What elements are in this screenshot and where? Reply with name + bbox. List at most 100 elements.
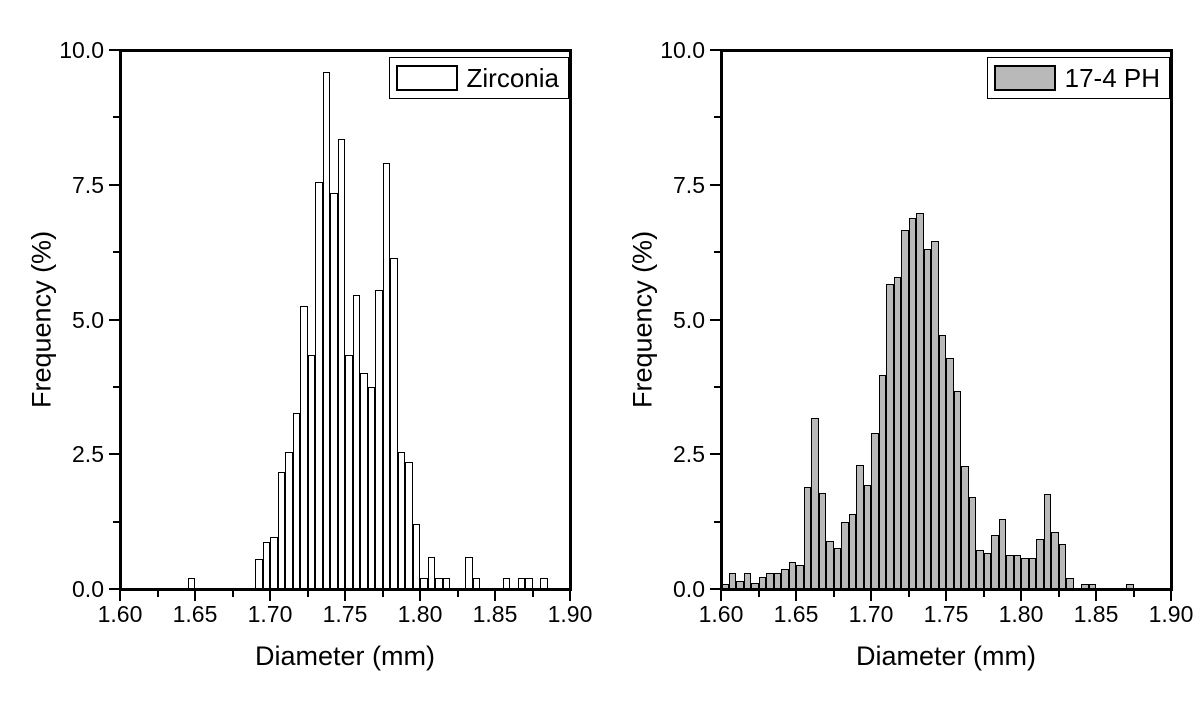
y-major-tick	[709, 183, 720, 186]
histogram-bar	[983, 553, 991, 589]
x-major-tick	[795, 590, 797, 601]
y-major-tick	[709, 588, 720, 590]
histogram-bar	[1043, 494, 1051, 589]
legend-swatch-zirconia	[395, 65, 458, 91]
histogram-bar	[721, 583, 729, 589]
x-tick-label: 1.60	[698, 601, 744, 627]
x-minor-tick	[381, 590, 384, 597]
histogram-bar	[502, 578, 510, 589]
histogram-bar	[803, 486, 811, 589]
x-major-tick	[945, 590, 947, 601]
y-major-tick	[709, 318, 720, 321]
histogram-bar	[818, 493, 826, 589]
histogram-bar	[330, 192, 338, 589]
histogram-bar	[1081, 583, 1089, 589]
y-major-tick	[108, 318, 119, 321]
histogram-bar	[743, 572, 751, 589]
y-minor-tick	[112, 520, 119, 523]
y-tick-label: 5.0	[72, 306, 104, 333]
histogram-bar	[345, 354, 353, 589]
x-tick-label: 1.75	[322, 601, 368, 627]
histogram-bar	[390, 257, 398, 589]
histogram-bar	[811, 418, 819, 589]
histogram-bar	[420, 578, 428, 589]
histogram-bar	[300, 306, 308, 589]
histogram-bar	[886, 283, 894, 589]
x-tick-label: 1.70	[848, 601, 894, 627]
y-minor-tick	[713, 385, 720, 388]
histogram-bar	[953, 391, 961, 589]
bars-container-zirconia	[120, 50, 570, 589]
histogram-bar	[781, 569, 789, 589]
histogram-bar	[360, 373, 368, 589]
y-tick-label: 2.5	[72, 441, 104, 468]
histogram-bar	[871, 432, 879, 589]
histogram-bar	[901, 229, 909, 589]
histogram-bar	[788, 562, 796, 589]
histogram-bar	[916, 212, 924, 589]
plot-area-17-4-ph: 17-4 PH	[719, 48, 1173, 591]
x-minor-tick	[1132, 590, 1135, 597]
x-tick-label: 1.85	[472, 601, 518, 627]
y-major-tick	[108, 183, 119, 186]
y-tick-label: 5.0	[673, 306, 705, 333]
histogram-bar	[270, 536, 278, 589]
x-major-tick	[1170, 590, 1172, 601]
histogram-bar	[262, 542, 270, 589]
y-major-tick	[108, 453, 119, 456]
x-minor-tick	[156, 590, 159, 597]
x-axis-title-zirconia: Diameter (mm)	[255, 641, 435, 671]
histogram-bar	[751, 582, 759, 589]
y-tick-label: 10.0	[59, 37, 104, 63]
histogram-bar	[375, 289, 383, 589]
histogram-bar	[991, 535, 999, 589]
legend-label-zirconia: Zirconia	[466, 63, 559, 93]
y-tick-label: 0.0	[673, 576, 705, 602]
x-axis-title-17-4-ph: Diameter (mm)	[856, 641, 1036, 671]
x-tick-label: 1.75	[923, 601, 969, 627]
y-minor-tick	[112, 385, 119, 388]
histogram-bar	[1006, 555, 1014, 589]
y-major-tick	[709, 453, 720, 456]
histogram-bar	[412, 524, 420, 589]
histogram-bar	[998, 518, 1006, 589]
x-tick-label: 1.65	[172, 601, 218, 627]
histogram-bar	[1051, 531, 1059, 589]
histogram-bar	[728, 572, 736, 589]
x-major-tick	[344, 590, 346, 601]
histogram-bar	[758, 577, 766, 589]
histogram-bar	[472, 578, 480, 589]
x-minor-tick	[306, 590, 309, 597]
histogram-bar	[1126, 583, 1134, 589]
histogram-bar	[1028, 557, 1036, 589]
histogram-bar	[1036, 539, 1044, 589]
y-minor-tick	[713, 116, 720, 119]
y-minor-tick	[112, 116, 119, 119]
histogram-bar	[337, 138, 345, 589]
histogram-bar	[352, 295, 360, 589]
legend-17-4-ph: 17-4 PH	[986, 57, 1170, 99]
histogram-bar	[405, 462, 413, 589]
histogram-bar	[277, 472, 285, 589]
x-tick-label: 1.65	[773, 601, 819, 627]
x-major-tick	[870, 590, 872, 601]
x-tick-label: 1.90	[1148, 601, 1194, 627]
histogram-bar	[540, 578, 548, 589]
histogram-bar	[255, 559, 263, 589]
histogram-bar	[796, 564, 804, 589]
x-minor-tick	[1057, 590, 1060, 597]
histogram-bar	[1058, 544, 1066, 589]
y-major-tick	[108, 49, 119, 51]
x-tick-label: 1.60	[97, 601, 143, 627]
x-major-tick	[194, 590, 196, 601]
histogram-bar	[736, 580, 744, 589]
histogram-bar	[931, 240, 939, 589]
x-tick-label: 1.70	[247, 601, 293, 627]
histogram-bar	[292, 412, 300, 589]
histogram-bar	[766, 572, 774, 589]
histogram-bar	[367, 386, 375, 589]
histogram-bar	[525, 578, 533, 589]
histogram-bar	[435, 578, 443, 589]
y-tick-label: 7.5	[72, 171, 104, 198]
histogram-bar	[923, 249, 931, 589]
